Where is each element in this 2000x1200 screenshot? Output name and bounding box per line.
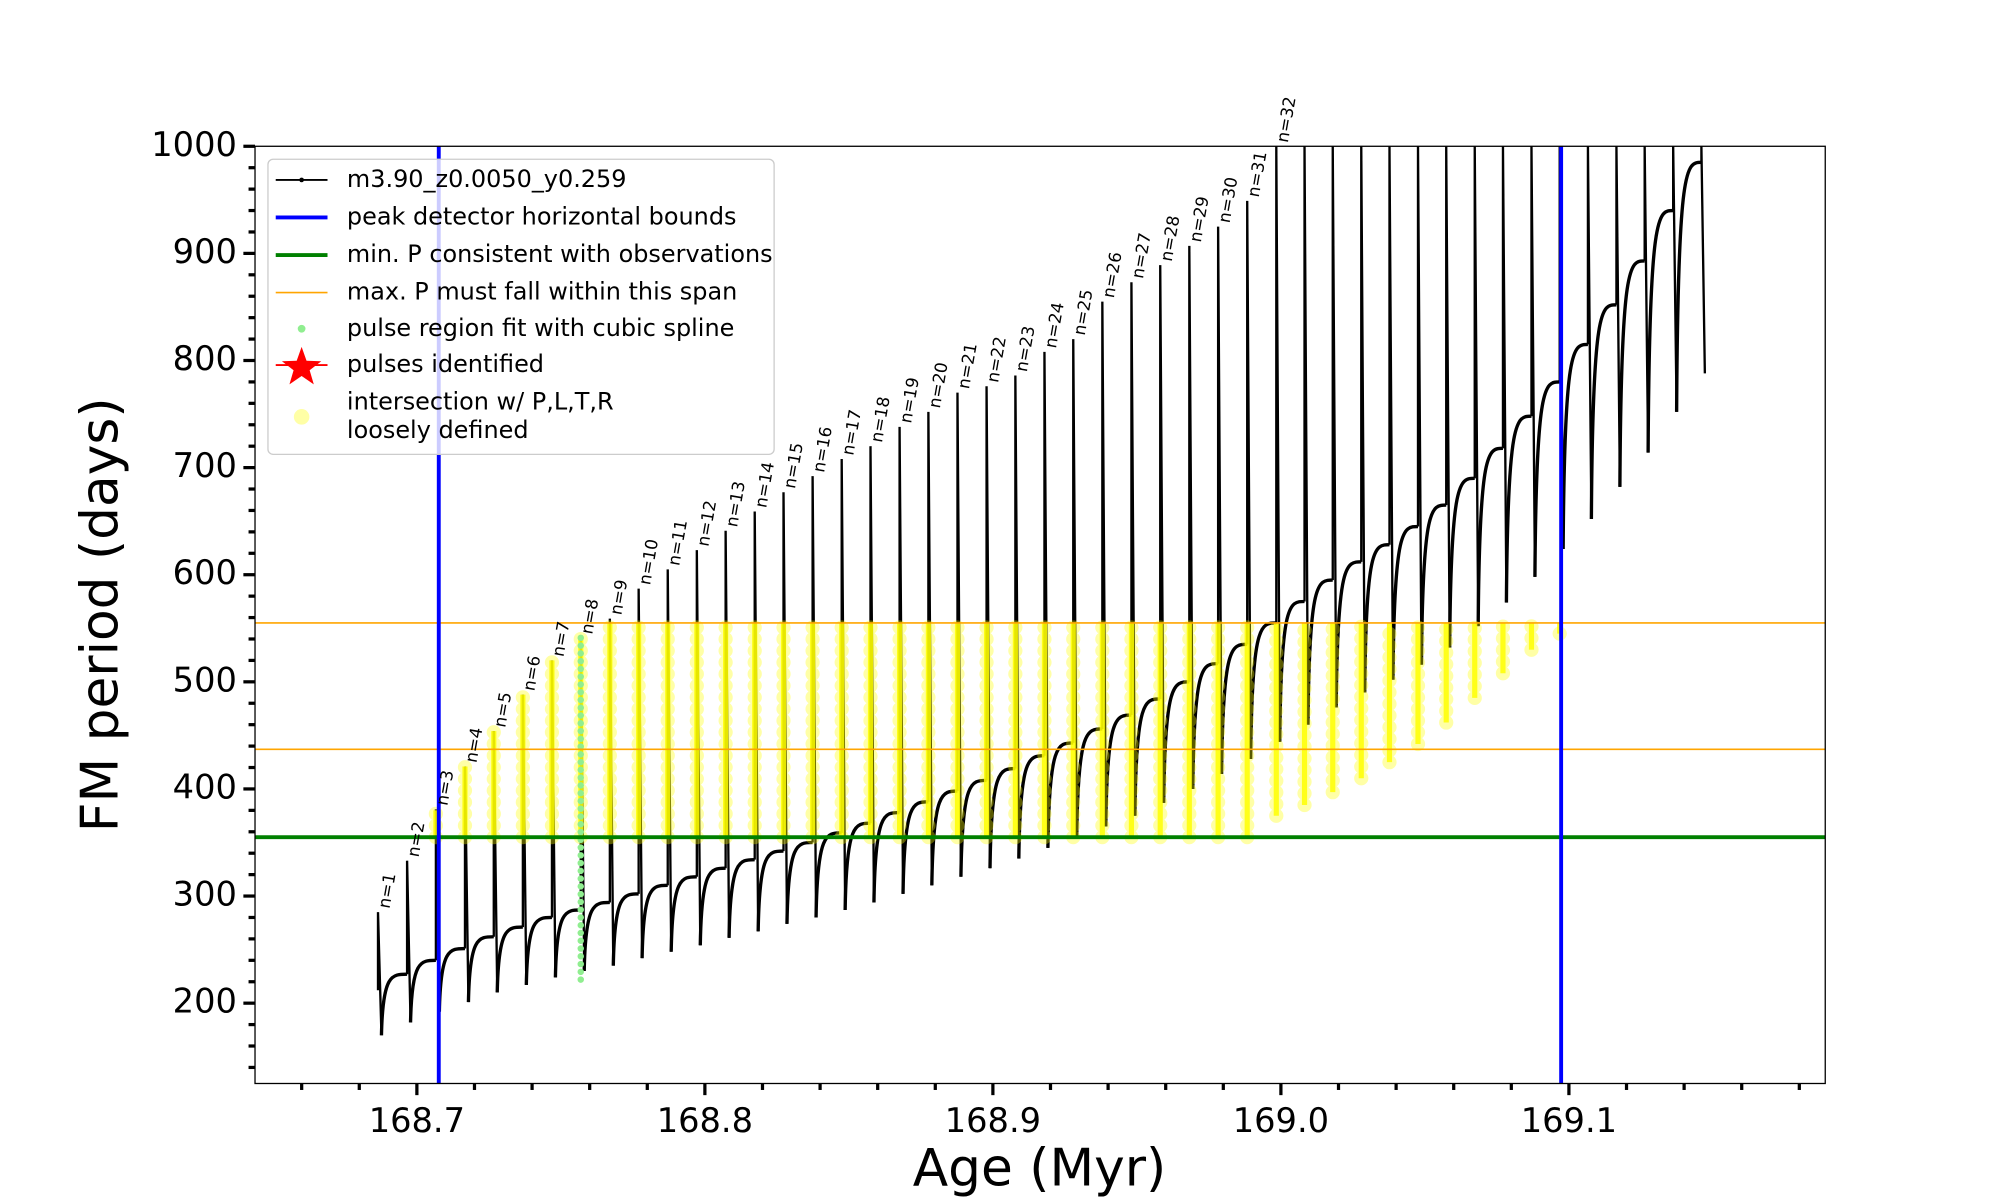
pulse xyxy=(376,912,383,1036)
pulse xyxy=(1445,146,1451,648)
interpulse xyxy=(901,800,929,894)
interpulse xyxy=(1017,754,1045,859)
interpulse xyxy=(1075,727,1103,839)
interpulse xyxy=(698,866,726,946)
pulse xyxy=(463,766,470,1003)
plot-area xyxy=(255,146,1826,1084)
interpulse xyxy=(1046,741,1074,848)
legend-label-line: loosely defined xyxy=(347,416,529,444)
interpulse xyxy=(1191,661,1219,789)
x-tick-label: 168.9 xyxy=(945,1101,1041,1140)
pulse xyxy=(521,694,528,985)
pulse xyxy=(1188,245,1194,789)
interpulse xyxy=(872,810,900,903)
interpulse xyxy=(524,915,552,985)
interpulse xyxy=(1219,642,1248,774)
interpulse xyxy=(1533,380,1560,577)
interpulse xyxy=(1133,697,1161,816)
y-tick-label: 900 xyxy=(173,232,237,271)
y-tick-label: 700 xyxy=(173,446,237,485)
pulse xyxy=(1643,146,1650,453)
pulse xyxy=(1246,200,1252,759)
pulse xyxy=(1360,146,1366,693)
interpulse xyxy=(785,840,813,924)
y-tick-label: 200 xyxy=(173,982,237,1021)
plot-frame xyxy=(254,145,1826,1085)
interpulse xyxy=(727,857,755,938)
pulse xyxy=(1303,146,1310,725)
y-tick-label: 300 xyxy=(173,875,237,914)
legend-label: peak detector horizontal bounds xyxy=(347,202,737,230)
pulse xyxy=(405,860,412,1023)
legend-label: intersection w/ P,L,T,R loosely defined xyxy=(347,388,614,444)
interpulse xyxy=(611,892,639,966)
pulse xyxy=(1530,146,1537,577)
legend-handle xyxy=(281,346,322,385)
pulse xyxy=(1275,146,1281,742)
interpulse xyxy=(843,821,871,911)
pulse xyxy=(1216,226,1223,774)
interpulse xyxy=(930,789,958,886)
legend-frame xyxy=(267,158,775,456)
interpulse xyxy=(495,925,523,993)
pulse xyxy=(1700,146,1707,374)
interpulse xyxy=(1646,208,1674,453)
pulse xyxy=(1586,146,1593,520)
legend-label: m3.90_z0.0050_y0.259 xyxy=(347,165,627,193)
legend-handle xyxy=(299,177,304,183)
pulse xyxy=(1388,146,1395,680)
legend-label: pulses identified xyxy=(347,350,544,378)
interpulse xyxy=(640,883,668,959)
interpulse xyxy=(756,849,784,932)
interpulse xyxy=(1391,524,1418,680)
interpulse xyxy=(1561,342,1588,550)
x-tick-label: 168.7 xyxy=(369,1101,465,1140)
interpulse xyxy=(1476,446,1503,627)
pulse xyxy=(1672,146,1678,412)
interpulse xyxy=(1162,680,1190,803)
interpulse xyxy=(582,900,610,972)
y-tick-label: 400 xyxy=(173,767,237,806)
pulse xyxy=(1331,146,1338,708)
interpulse xyxy=(1334,560,1362,708)
legend-handle xyxy=(293,409,310,425)
legend-label: min. P consistent with observations xyxy=(347,240,773,268)
interpulse xyxy=(1504,414,1532,603)
interpulse xyxy=(466,935,494,1003)
x-tick-label: 169.0 xyxy=(1233,1101,1329,1140)
interpulse xyxy=(1589,303,1617,520)
legend-label: pulse region fit with cubic spline xyxy=(347,314,734,342)
interpulse xyxy=(1674,160,1702,412)
interpulse xyxy=(379,972,408,1036)
y-tick-label: 800 xyxy=(173,339,237,378)
x-axis-label: Age (Myr) xyxy=(913,1139,1167,1199)
interpulse xyxy=(408,958,436,1023)
legend-label: max. P must fall within this span xyxy=(347,278,737,306)
interpulse xyxy=(814,831,842,918)
y-tick-label: 1000 xyxy=(151,125,237,164)
x-tick-label: 169.1 xyxy=(1521,1101,1617,1140)
pulse xyxy=(1501,146,1508,603)
interpulse xyxy=(1618,259,1645,487)
interpulse xyxy=(553,908,581,978)
pulse xyxy=(1615,146,1622,487)
interpulse xyxy=(1104,713,1132,827)
interpulse xyxy=(1419,503,1447,665)
interpulse xyxy=(1448,476,1475,648)
legend-label-line: intersection w/ P,L,T,R xyxy=(347,388,614,416)
pulse xyxy=(1416,146,1423,665)
y-tick-label: 500 xyxy=(173,660,237,699)
y-axis-label: FM period (days) xyxy=(71,397,131,832)
interpulse xyxy=(1306,578,1333,725)
interpulse xyxy=(669,875,697,952)
interpulse xyxy=(1363,543,1390,693)
interpulse xyxy=(1278,599,1305,742)
y-tick-label: 600 xyxy=(173,553,237,592)
x-tick-label: 168.8 xyxy=(657,1101,753,1140)
interpulse xyxy=(959,778,987,877)
pulse xyxy=(1473,146,1480,627)
legend-handle xyxy=(297,324,306,333)
